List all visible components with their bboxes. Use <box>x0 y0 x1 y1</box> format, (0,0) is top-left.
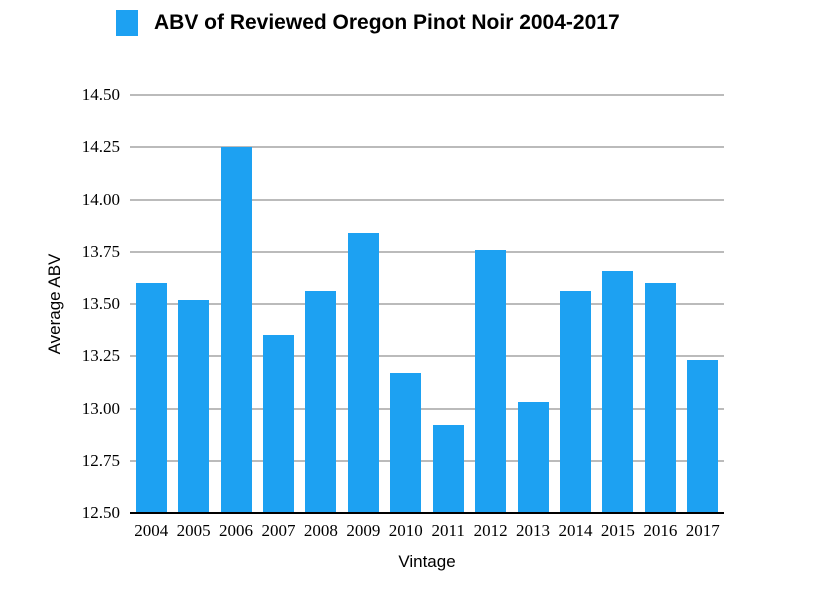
bar-2005 <box>178 299 210 513</box>
bar-2004 <box>135 283 167 513</box>
bar-2008 <box>305 291 337 513</box>
plot-area <box>130 94 724 514</box>
x-tick-label: 2009 <box>346 521 381 540</box>
bar-2013 <box>517 402 549 513</box>
bar-2007 <box>263 335 294 513</box>
bar-2015 <box>602 270 634 513</box>
y-tick-label: 13.50 <box>81 294 120 313</box>
y-tick-label: 13.00 <box>81 398 120 418</box>
x-tick-label: 2012 <box>473 521 508 540</box>
x-axis-line <box>130 512 724 514</box>
y-tick-label: 13.25 <box>81 346 120 366</box>
bar-2006 <box>220 147 252 513</box>
gridline <box>130 198 724 201</box>
x-tick-label: 2007 <box>261 521 296 540</box>
x-tick-label: 2006 <box>219 521 254 540</box>
legend-swatch <box>116 10 138 36</box>
y-tick-label: 14.00 <box>81 189 120 209</box>
chart-title: ABV of Reviewed Oregon Pinot Noir 2004-2… <box>154 11 620 34</box>
y-tick-label: 14.25 <box>81 137 120 157</box>
bar-2012 <box>475 249 507 513</box>
y-tick-label: 13.75 <box>81 241 120 261</box>
gridline <box>130 94 724 96</box>
bar-2014 <box>560 291 591 513</box>
y-tick-label: 12.75 <box>81 450 120 470</box>
x-axis-title: Vintage <box>398 552 456 571</box>
gridline <box>130 146 724 149</box>
gridline <box>130 459 724 462</box>
x-tick-label: 2004 <box>134 521 169 540</box>
x-tick-label: 2014 <box>558 521 593 540</box>
gridline <box>130 250 724 253</box>
chart-legend: ABV of Reviewed Oregon Pinot Noir 2004-2… <box>116 10 620 36</box>
x-tick-label: 2008 <box>303 521 338 540</box>
gridline <box>130 303 724 305</box>
gridline <box>130 355 724 358</box>
x-tick-label: 2011 <box>431 521 465 540</box>
x-tick-label: 2016 <box>643 521 678 540</box>
bar-2010 <box>390 372 422 513</box>
x-tick-label: 2005 <box>176 521 211 540</box>
x-tick-label: 2010 <box>388 521 423 540</box>
x-tick-label: 2017 <box>685 521 720 540</box>
x-tick-label: 2015 <box>600 521 635 540</box>
bar-2016 <box>644 283 676 513</box>
bar-2009 <box>347 232 379 513</box>
y-tick-label: 14.50 <box>81 85 120 104</box>
bar-2011 <box>432 425 464 513</box>
gridline <box>130 407 724 410</box>
bar-2017 <box>687 360 719 513</box>
x-tick-label: 2013 <box>516 521 551 540</box>
y-tick-label: 12.50 <box>81 503 120 522</box>
